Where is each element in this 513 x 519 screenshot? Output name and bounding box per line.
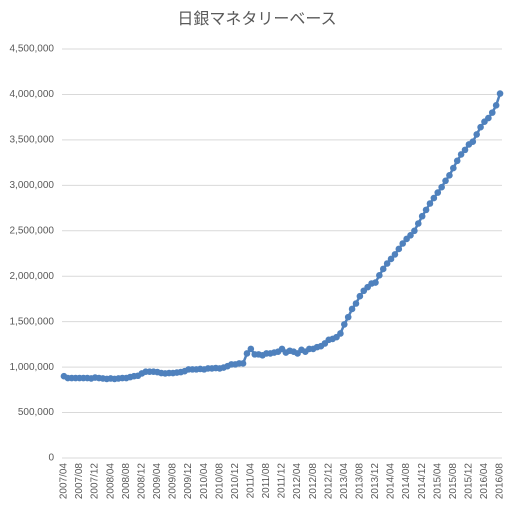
x-tick-label: 2015/12 (464, 463, 475, 500)
data-point (446, 172, 453, 179)
data-point (473, 131, 480, 138)
series-line (63, 93, 502, 381)
data-point (337, 330, 344, 337)
x-tick-label: 2008/12 (136, 463, 147, 500)
y-tick-label: 4,500,000 (10, 44, 55, 55)
x-tick-label: 2014/12 (417, 463, 428, 500)
data-point (442, 177, 449, 185)
data-point (247, 345, 255, 353)
data-point (450, 164, 457, 172)
y-tick-label: 3,000,000 (10, 180, 55, 191)
data-point (383, 260, 391, 267)
x-tick-label: 2012/04 (292, 463, 303, 500)
x-tick-label: 2011/08 (261, 463, 272, 499)
x-tick-label: 2009/12 (183, 463, 194, 500)
y-tick-label: 3,500,000 (10, 135, 55, 146)
x-tick-label: 2008/04 (105, 463, 116, 500)
data-point (348, 305, 356, 313)
x-tick-label: 2008/08 (121, 463, 132, 500)
x-tick-label: 2010/04 (199, 463, 210, 500)
data-point (488, 109, 496, 116)
x-tick-label: 2014/08 (401, 463, 412, 500)
data-point (461, 146, 469, 154)
data-point (477, 123, 484, 131)
y-tick-label: 500,000 (18, 407, 55, 418)
y-tick-label: 2,500,000 (10, 225, 55, 236)
data-point (344, 313, 352, 321)
data-point (352, 300, 360, 307)
x-tick-label: 2007/08 (74, 463, 85, 500)
data-point (496, 90, 504, 97)
data-point (372, 279, 379, 286)
x-tick-label: 2009/04 (152, 463, 163, 500)
data-point (341, 321, 348, 328)
data-point (379, 265, 387, 273)
y-tick-label: 0 (48, 453, 54, 464)
data-point (387, 255, 395, 263)
x-tick-label: 2012/08 (308, 463, 319, 500)
data-point (485, 114, 492, 122)
y-tick-label: 1,500,000 (10, 316, 55, 327)
x-tick-label: 2013/08 (355, 463, 366, 500)
x-tick-label: 2016/04 (479, 463, 490, 500)
data-point (356, 292, 364, 300)
x-tick-label: 2014/04 (386, 463, 397, 500)
x-tick-label: 2016/08 (495, 463, 506, 500)
data-point (418, 212, 426, 220)
data-point (430, 194, 438, 202)
data-point (395, 245, 403, 253)
y-tick-label: 2,000,000 (10, 271, 55, 282)
data-point (399, 240, 407, 247)
data-point (239, 360, 247, 367)
data-point (438, 183, 445, 191)
data-point (492, 102, 500, 109)
x-tick-label: 2007/12 (90, 463, 101, 500)
data-point (414, 220, 422, 227)
data-point (422, 206, 430, 214)
x-tick-label: 2009/08 (168, 463, 179, 500)
x-tick-label: 2010/12 (230, 463, 241, 500)
x-tick-label: 2007/04 (59, 463, 70, 500)
data-point (391, 251, 399, 258)
data-point (411, 227, 418, 235)
x-tick-label: 2015/04 (432, 463, 443, 500)
data-point (457, 151, 465, 158)
x-tick-label: 2011/04 (245, 463, 256, 499)
data-point (453, 157, 461, 165)
data-point (407, 232, 414, 239)
x-tick-label: 2013/04 (339, 463, 350, 500)
data-point (243, 350, 251, 357)
y-tick-label: 1,000,000 (10, 362, 55, 373)
y-tick-label: 4,000,000 (10, 89, 55, 100)
data-point (376, 272, 383, 279)
x-tick-label: 2011/12 (277, 463, 288, 499)
data-point (434, 189, 442, 196)
x-tick-label: 2015/08 (448, 463, 459, 500)
data-point (469, 138, 477, 146)
chart-title: 日銀マネタリーベース (177, 10, 336, 28)
data-point (426, 200, 434, 207)
x-tick-label: 2012/12 (323, 463, 334, 500)
x-tick-label: 2013/12 (370, 463, 381, 500)
x-tick-label: 2010/08 (214, 463, 225, 500)
